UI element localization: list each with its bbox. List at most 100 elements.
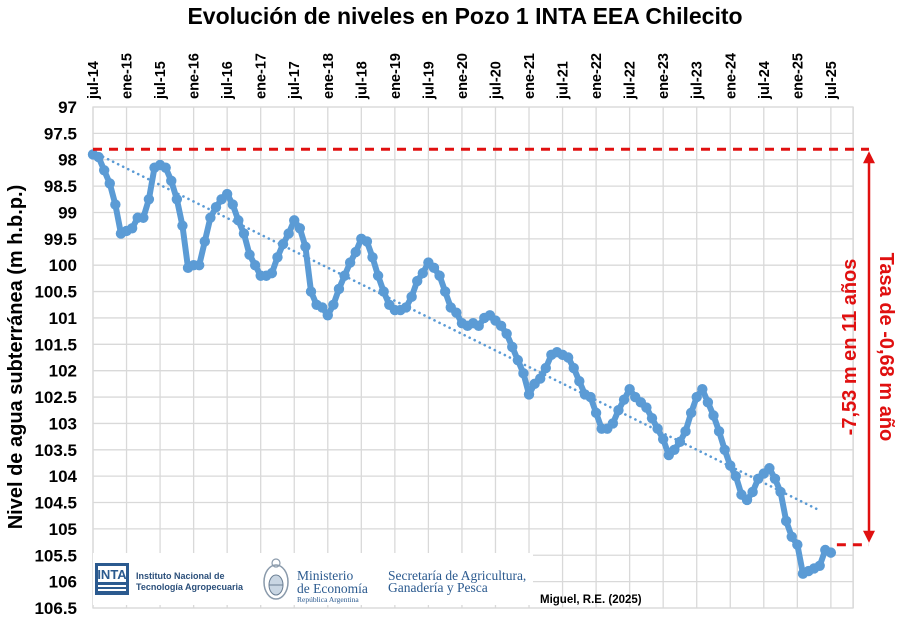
data-point: [361, 236, 373, 247]
y-tick-label: 106: [49, 573, 77, 592]
data-point: [713, 426, 725, 437]
data-point: [372, 270, 384, 281]
data-point: [428, 262, 440, 274]
data-point: [451, 307, 462, 318]
data-point: [333, 283, 345, 295]
y-tick-label: 104: [49, 467, 78, 486]
data-point: [205, 212, 216, 223]
data-point: [350, 246, 361, 258]
x-tick-label: jul-15: [153, 61, 169, 100]
vertical-gridlines: [92, 107, 854, 608]
inta-logo-mark: INTA: [97, 567, 127, 582]
x-tick-label: jul-20: [488, 61, 504, 100]
y-tick-label: 99.5: [44, 230, 77, 249]
data-point: [685, 407, 697, 419]
data-point: [691, 391, 702, 403]
secretaria-line1: Secretaría de Agricultura,: [388, 568, 526, 583]
data-point: [769, 473, 781, 484]
data-point: [825, 547, 837, 558]
data-point: [305, 286, 317, 297]
data-point: [272, 252, 283, 263]
data-point: [277, 238, 289, 250]
y-tick-label: 98: [58, 151, 77, 170]
y-tick-label: 105: [49, 520, 77, 539]
x-tick-label: ene-16: [187, 53, 203, 99]
data-point: [680, 426, 691, 437]
data-point: [568, 362, 579, 374]
y-tick-label: 105.5: [34, 546, 77, 565]
data-point: [378, 286, 389, 297]
y-tick-label: 101: [49, 309, 77, 328]
plot-area: [92, 106, 854, 609]
ministerio-logo-text: Ministerio de Economía República Argenti…: [297, 568, 368, 604]
data-point: [439, 286, 451, 297]
x-tick-label: ene-25: [790, 53, 806, 99]
arrow-up-icon: [863, 151, 875, 164]
data-point: [657, 434, 669, 445]
data-point: [266, 267, 278, 279]
data-point: [166, 175, 177, 187]
data-point: [93, 151, 104, 163]
data-point: [702, 397, 714, 408]
data-point: [110, 199, 121, 210]
data-point: [283, 228, 294, 239]
data-point: [316, 302, 328, 313]
data-point: [607, 418, 619, 429]
data-point: [249, 260, 261, 271]
data-point: [535, 373, 546, 384]
data-point: [126, 223, 138, 234]
secretaria-logo-text: Secretaría de Agricultura, Ganadería y P…: [388, 568, 526, 595]
data-point: [238, 228, 250, 239]
data-point: [786, 531, 797, 543]
data-point: [177, 220, 188, 231]
data-point: [417, 267, 429, 279]
series-layer: [87, 149, 837, 579]
difference-annotation: -7,53 m en 11 años: [839, 259, 861, 436]
data-point: [339, 270, 350, 281]
y-tick-label: 100: [49, 256, 77, 275]
data-point: [210, 202, 222, 213]
data-point: [138, 212, 149, 223]
inta-logo: INTA Instituto Nacional de Tecnología Ag…: [95, 563, 244, 595]
rate-annotation: Tasa de -0,68 m año: [875, 253, 897, 442]
annotation-layer: [93, 147, 875, 547]
y-tick-label: 106.5: [34, 599, 77, 618]
data-point: [104, 178, 115, 189]
data-point: [641, 402, 652, 413]
x-tick-label: jul-17: [287, 61, 303, 100]
coat-of-arms-icon: [263, 558, 289, 600]
data-point: [412, 275, 423, 287]
y-tick-label: 102: [49, 362, 77, 381]
x-tick-label: ene-18: [321, 53, 337, 99]
data-point: [730, 470, 742, 482]
y-tick-label: 98.5: [44, 177, 77, 196]
data-point: [764, 463, 775, 474]
x-axis-tick-labels: jul-14 ene-15 jul-15 ene-16 jul-16 ene-17 jul-…: [86, 53, 840, 100]
ministerio-line3: República Argentina: [297, 595, 359, 604]
data-point: [98, 165, 110, 176]
data-point: [652, 423, 663, 434]
x-tick-label: jul-21: [556, 61, 572, 100]
data-point: [367, 252, 378, 263]
data-point: [244, 249, 255, 260]
data-point: [646, 412, 658, 424]
data-point: [747, 486, 758, 498]
ministerio-line1: Ministerio: [297, 568, 353, 583]
data-point: [792, 539, 803, 550]
data-point: [289, 215, 300, 226]
chart-title: Evolución de niveles en Pozo 1 INTA EEA …: [187, 3, 742, 29]
data-point: [294, 223, 306, 234]
data-point: [473, 320, 484, 332]
x-tick-label: jul-14: [86, 61, 102, 100]
y-tick-label: 104.5: [34, 494, 77, 513]
data-point: [227, 199, 238, 210]
data-point: [199, 236, 210, 247]
x-tick-label: ene-17: [254, 53, 270, 99]
data-point: [618, 394, 630, 405]
inta-name-line2: Tecnología Agropecuaria: [136, 582, 244, 592]
x-tick-label: ene-24: [723, 53, 739, 99]
data-point: [613, 405, 624, 416]
data-point: [674, 436, 686, 448]
data-point: [328, 299, 339, 310]
